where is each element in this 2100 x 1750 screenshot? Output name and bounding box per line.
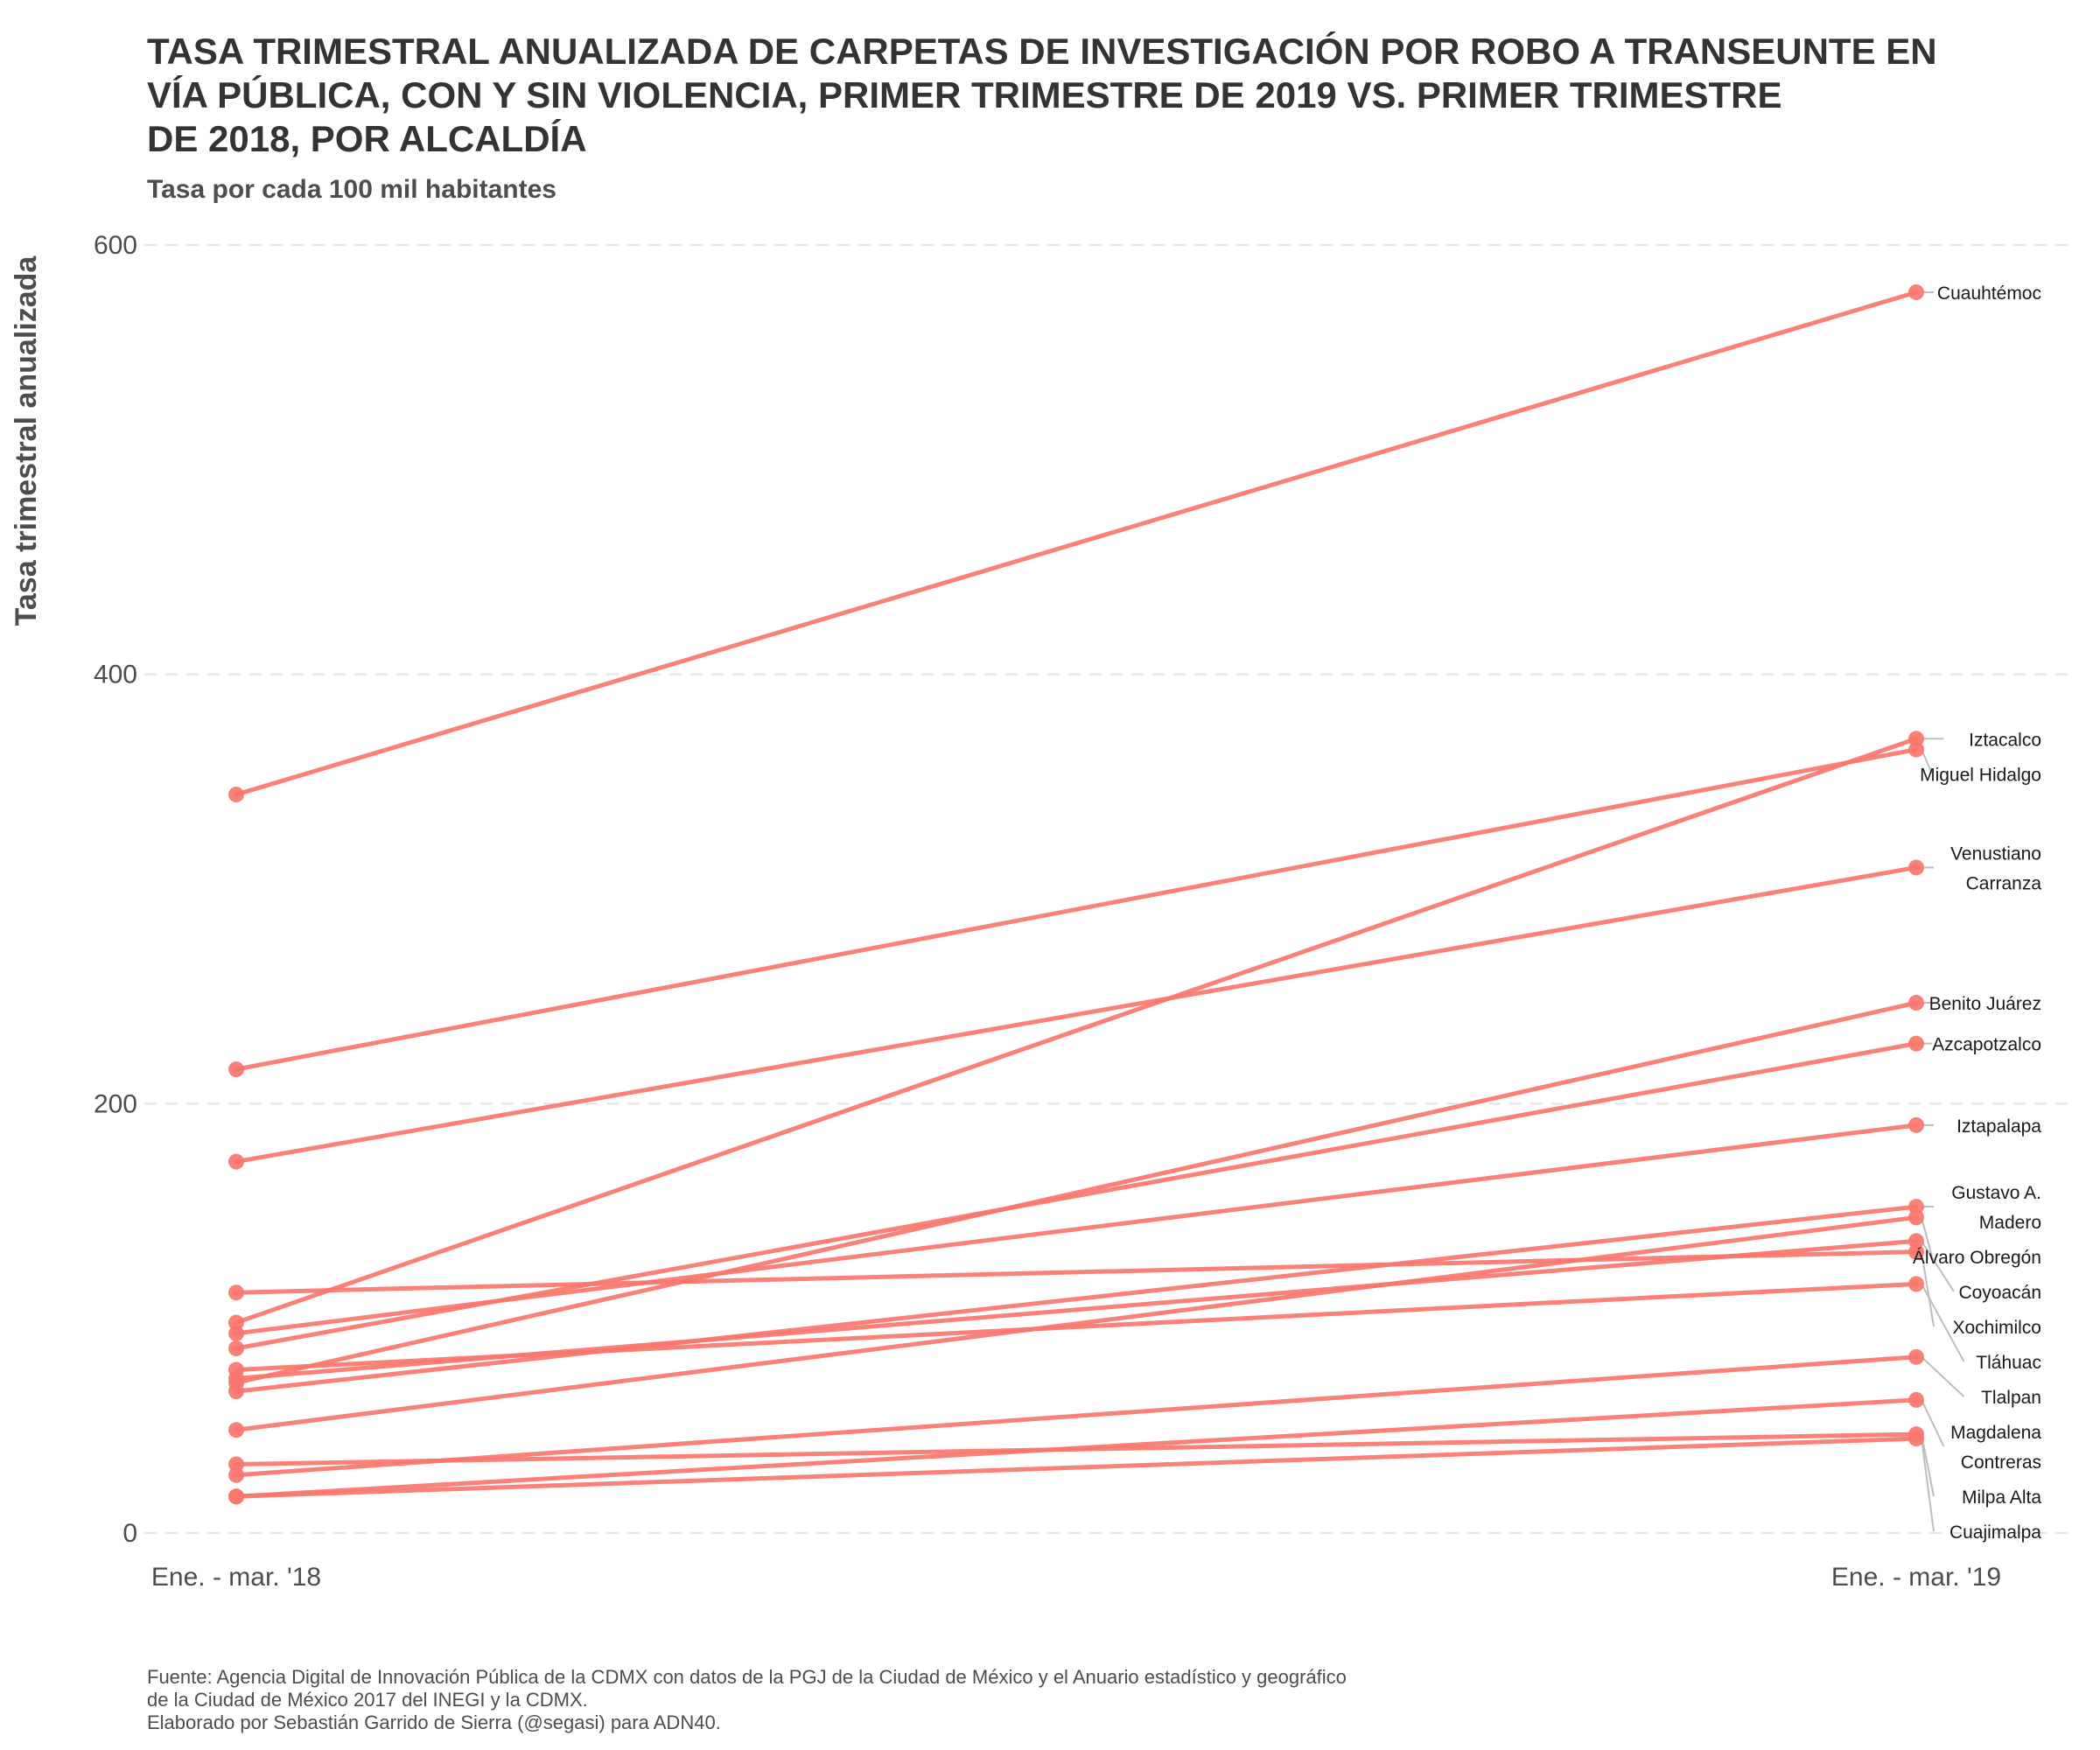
point-iztapalapa-2019 bbox=[1908, 1116, 1924, 1133]
label-leader-lines bbox=[1921, 290, 1965, 1532]
series-label-benito-juarez: Benito Juárez bbox=[1929, 994, 2041, 1014]
point-tlalpan-2019 bbox=[1908, 1348, 1924, 1365]
series-line-benito-juarez bbox=[234, 1000, 1919, 1385]
series-label-azcapotzalco: Azcapotzalco bbox=[1932, 1035, 2041, 1055]
series-label-venustiano-carranza: Carranza bbox=[1966, 873, 2042, 893]
point-cuauhtemoc-2018 bbox=[228, 787, 244, 803]
point-venustiano-carranza-2019 bbox=[1908, 859, 1924, 876]
caption-line-2: de la Ciudad de México 2017 del INEGI y … bbox=[147, 1689, 588, 1711]
point-milpa-alta-2018 bbox=[228, 1456, 244, 1473]
series-label-magdalena-contreras: Contreras bbox=[1961, 1452, 2041, 1473]
point-cuajimalpa-2019 bbox=[1908, 1431, 1924, 1447]
point-xochimilco-2019 bbox=[1908, 1243, 1924, 1260]
leader-line-miguel-hidalgo bbox=[1921, 749, 1933, 774]
chart-title-line-3: DE 2018, POR ALCALDÍA bbox=[147, 118, 587, 159]
point-iztapalapa-2018 bbox=[228, 1325, 244, 1341]
series-labels: Cuauhtémoc Iztacalco Miguel Hidalgo Venusti… bbox=[1913, 284, 2041, 1543]
point-xochimilco-2018 bbox=[228, 1284, 244, 1301]
y-tick-label: 600 bbox=[94, 231, 137, 260]
point-alvaro-obregon-2019 bbox=[1908, 1209, 1924, 1226]
series-label-gustavo-a-madero: Madero bbox=[1979, 1213, 2041, 1233]
series-line-tlahuac bbox=[234, 1281, 1919, 1373]
leader-line-milpa-alta bbox=[1921, 1433, 1935, 1497]
leader-line-cuajimalpa bbox=[1921, 1438, 1935, 1532]
series-line-milpa-alta bbox=[234, 1432, 1919, 1466]
series-label-venustiano-carranza: Venustiano bbox=[1950, 844, 2041, 864]
series-line-tlalpan bbox=[234, 1354, 1919, 1478]
series-label-iztapalapa: Iztapalapa bbox=[1956, 1116, 2041, 1137]
y-tick-label: 200 bbox=[94, 1089, 137, 1118]
point-venustiano-carranza-2018 bbox=[228, 1153, 244, 1170]
point-cuajimalpa-2018 bbox=[228, 1488, 244, 1505]
series-line-xochimilco bbox=[234, 1250, 1919, 1295]
y-tick-label: 0 bbox=[122, 1519, 137, 1548]
series-label-coyoacan: Coyoacán bbox=[1958, 1283, 2041, 1303]
point-alvaro-obregon-2018 bbox=[228, 1422, 244, 1438]
series-label-alvaro-obregon: Álvaro Obregón bbox=[1913, 1248, 2041, 1268]
series-label-cuajimalpa: Cuajimalpa bbox=[1950, 1522, 2041, 1543]
leader-line-alvaro-obregon bbox=[1921, 1217, 1933, 1257]
caption-line-1: Fuente: Agencia Digital de Innovación Pú… bbox=[147, 1666, 1347, 1688]
series-line-cuauhtemoc bbox=[234, 290, 1919, 797]
series-label-cuauhtemoc: Cuauhtémoc bbox=[1937, 284, 2041, 304]
series-label-tlalpan: Tlalpan bbox=[1981, 1388, 2041, 1408]
series-line-venustiano-carranza bbox=[234, 864, 1919, 1165]
leader-line-coyoacan bbox=[1921, 1240, 1955, 1292]
series-line-iztacalco bbox=[234, 736, 1919, 1326]
point-gustavo-a-madero-2018 bbox=[228, 1383, 244, 1400]
x-axis-ticks: Ene. - mar. '18 Ene. - mar. '19 bbox=[151, 1563, 2001, 1592]
gridlines bbox=[144, 244, 2074, 1534]
leader-line-xochimilco bbox=[1921, 1251, 1935, 1327]
x-tick-label: Ene. - mar. '19 bbox=[1831, 1563, 2001, 1592]
chart-subtitle: Tasa por cada 100 mil habitantes bbox=[147, 175, 556, 204]
leader-line-tlalpan bbox=[1921, 1356, 1965, 1397]
point-tlahuac-2018 bbox=[228, 1362, 244, 1378]
caption-line-3: Elaborado por Sebastián Garrido de Sierr… bbox=[147, 1712, 721, 1733]
series-points bbox=[228, 284, 1924, 1505]
series-label-milpa-alta: Milpa Alta bbox=[1962, 1488, 2041, 1508]
y-tick-label: 400 bbox=[94, 661, 137, 690]
point-miguel-hidalgo-2019 bbox=[1908, 741, 1924, 758]
leader-line-magdalena-contreras bbox=[1921, 1399, 1945, 1447]
point-cuauhtemoc-2019 bbox=[1908, 284, 1924, 300]
series-label-magdalena-contreras: Magdalena bbox=[1950, 1423, 2041, 1443]
series-line-alvaro-obregon bbox=[234, 1214, 1919, 1432]
point-magdalena-contreras-2019 bbox=[1908, 1391, 1924, 1408]
series-line-iztapalapa bbox=[234, 1123, 1919, 1336]
point-azcapotzalco-2019 bbox=[1908, 1035, 1924, 1052]
series-label-xochimilco: Xochimilco bbox=[1952, 1318, 2041, 1338]
point-miguel-hidalgo-2018 bbox=[228, 1061, 244, 1078]
point-benito-juarez-2019 bbox=[1908, 995, 1924, 1012]
chart-title: TASA TRIMESTRAL ANUALIZADA DE CARPETAS D… bbox=[147, 30, 2072, 161]
series-label-gustavo-a-madero: Gustavo A. bbox=[1951, 1183, 2041, 1203]
series-lines bbox=[234, 290, 1919, 1499]
point-azcapotzalco-2018 bbox=[228, 1340, 244, 1357]
series-label-miguel-hidalgo: Miguel Hidalgo bbox=[1920, 765, 2041, 785]
chart-title-line-2: VÍA PÚBLICA, CON Y SIN VIOLENCIA, PRIMER… bbox=[147, 74, 1782, 116]
y-axis-ticks: 0 200 400 600 bbox=[94, 231, 137, 1548]
series-line-cuajimalpa bbox=[234, 1436, 1919, 1499]
x-tick-label: Ene. - mar. '18 bbox=[151, 1563, 321, 1592]
chart-title-line-1: TASA TRIMESTRAL ANUALIZADA DE CARPETAS D… bbox=[147, 31, 1937, 72]
series-line-gustavo-a-madero bbox=[234, 1204, 1919, 1394]
series-label-tlahuac: Tláhuac bbox=[1976, 1353, 2041, 1373]
series-line-miguel-hidalgo bbox=[234, 747, 1919, 1072]
point-tlahuac-2019 bbox=[1908, 1276, 1924, 1292]
series-label-iztacalco: Iztacalco bbox=[1969, 730, 2041, 750]
source-caption: Fuente: Agencia Digital de Innovación Pú… bbox=[147, 1666, 1347, 1734]
leader-line-tlahuac bbox=[1921, 1283, 1965, 1362]
